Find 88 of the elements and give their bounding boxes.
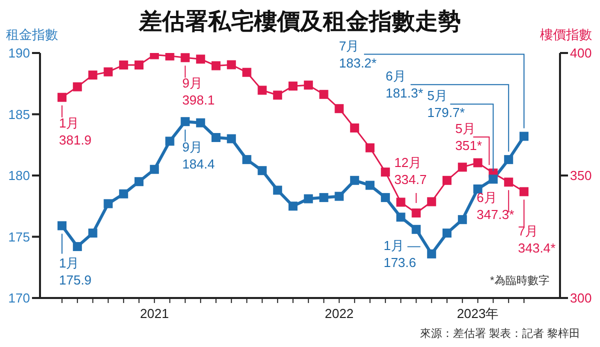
point [504, 178, 514, 187]
point [366, 143, 374, 152]
y2-tick-label: 350 [570, 168, 592, 184]
point [119, 189, 128, 198]
point [458, 215, 467, 224]
point [350, 176, 360, 185]
text: 來源：差估署 製表：記者 黎梓田 [420, 327, 580, 341]
point [119, 60, 128, 70]
data-label: 12月 334.7 [394, 154, 427, 187]
data-label: 7月 183.2* [339, 38, 377, 70]
data-label: 6月 347.3* [476, 190, 514, 222]
y2-tick-label: 400 [570, 46, 592, 61]
point [180, 117, 190, 126]
point [88, 70, 98, 80]
point [366, 180, 374, 190]
point [180, 53, 190, 62]
point [212, 133, 220, 142]
x-tick-label: 2023年 [456, 306, 499, 321]
point [242, 68, 252, 77]
point [427, 197, 436, 206]
chart-title: 差估署私宅樓價及租金指數走勢 [139, 8, 461, 34]
point [258, 166, 267, 176]
data-label: 1月 — 173.6 [384, 238, 420, 270]
point [319, 193, 328, 202]
x-tick-label: 2021 [140, 306, 169, 321]
data-label: 9月 398.1 [182, 76, 215, 108]
point [473, 184, 482, 194]
x-tick-label: 2022 [324, 306, 354, 321]
point [104, 67, 113, 76]
data-label: 7月 343.4* [518, 224, 556, 256]
point [258, 86, 267, 95]
point [165, 136, 174, 146]
point [72, 82, 82, 92]
point [520, 132, 528, 141]
point [350, 123, 360, 132]
point [58, 92, 66, 102]
data-label: 5月 351* [455, 121, 482, 154]
data-label: 1月 381.9 [59, 115, 92, 148]
data-label: 6月 181.3* [386, 68, 424, 101]
point [88, 228, 98, 238]
point [273, 186, 282, 195]
point [442, 176, 452, 185]
point [58, 221, 66, 230]
point [134, 177, 144, 186]
point [226, 134, 236, 144]
point [412, 208, 421, 218]
point [165, 53, 174, 60]
y-tick-label: 175 [8, 229, 30, 244]
point [226, 60, 236, 70]
data-label: 9月 184.4 [182, 140, 215, 172]
annotation: *為臨時數字 [490, 274, 550, 288]
point [104, 199, 113, 208]
point [150, 164, 159, 174]
point [334, 104, 344, 114]
data-label: 5月 179.7* [427, 88, 465, 120]
point [504, 155, 514, 164]
y2-axis-title: 樓價指數 [540, 26, 592, 44]
point [319, 90, 328, 99]
point [196, 54, 206, 64]
point [288, 82, 298, 91]
y-tick-label: 170 [8, 290, 30, 306]
point [196, 118, 206, 128]
point [396, 198, 406, 207]
y2-tick-label: 300 [570, 290, 592, 306]
point [412, 224, 421, 234]
point [273, 90, 282, 100]
point [288, 202, 298, 211]
point [488, 174, 498, 184]
data-label: 1月 175.9 [59, 256, 92, 288]
point [442, 228, 452, 238]
point [242, 155, 252, 164]
y-axis-title: 租金指數 [6, 26, 58, 44]
point [304, 194, 313, 204]
point [458, 162, 467, 172]
point [520, 187, 528, 196]
point [396, 212, 406, 222]
point [473, 158, 482, 168]
point [212, 61, 220, 70]
y-tick-label: 190 [8, 46, 30, 61]
point [304, 80, 313, 90]
point [380, 193, 390, 202]
point [334, 192, 344, 201]
point [134, 60, 144, 70]
point [380, 168, 390, 177]
point [72, 242, 82, 252]
y-tick-label: 185 [8, 106, 30, 122]
y-tick-label: 180 [8, 168, 30, 184]
point [427, 249, 436, 258]
